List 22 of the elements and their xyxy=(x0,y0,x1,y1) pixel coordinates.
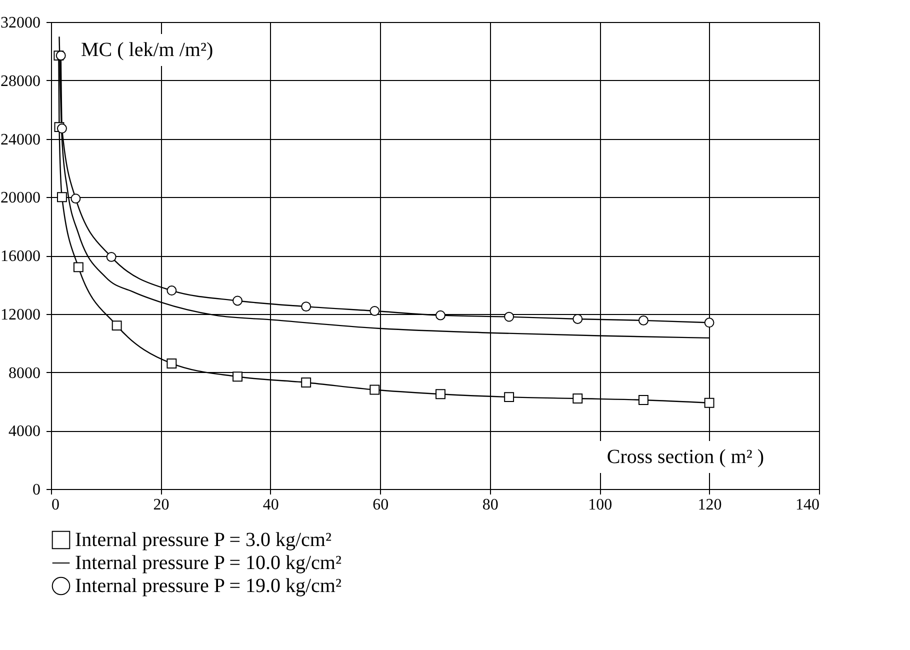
y-tick-label: 4000 xyxy=(8,423,40,440)
y-tick-label: 0 xyxy=(32,482,40,498)
y-tick-label: 16000 xyxy=(0,248,40,265)
y-axis-title: MC ( lek/m /m²) xyxy=(81,39,214,61)
y-tick-label: 20000 xyxy=(0,190,40,207)
legend-label: Internal pressure P = 3.0 kg/cm² xyxy=(75,529,332,551)
x-tick-label: 60 xyxy=(372,496,389,514)
y-tick-label: 12000 xyxy=(0,306,40,324)
x-tick-label: 120 xyxy=(698,496,722,514)
x-tick-label: 80 xyxy=(482,496,498,514)
x-tick-label: 100 xyxy=(588,496,612,514)
y-tick-label: 8000 xyxy=(8,364,40,382)
legend-label: Internal pressure P = 10.0 kg/cm² xyxy=(75,552,342,574)
y-tick-label: 32000 xyxy=(0,14,40,32)
y-tick-label: 24000 xyxy=(0,131,40,148)
legend-label: Internal pressure P = 19.0 kg/cm² xyxy=(75,575,342,597)
x-tick-label: 140 xyxy=(796,496,820,514)
x-tick-label: 40 xyxy=(262,496,279,514)
x-tick-label: 0 xyxy=(52,496,60,514)
x-tick-label: 20 xyxy=(153,496,170,514)
y-tick-label: 28000 xyxy=(0,72,40,90)
x-axis-title: Cross section ( m² ) xyxy=(606,446,764,468)
